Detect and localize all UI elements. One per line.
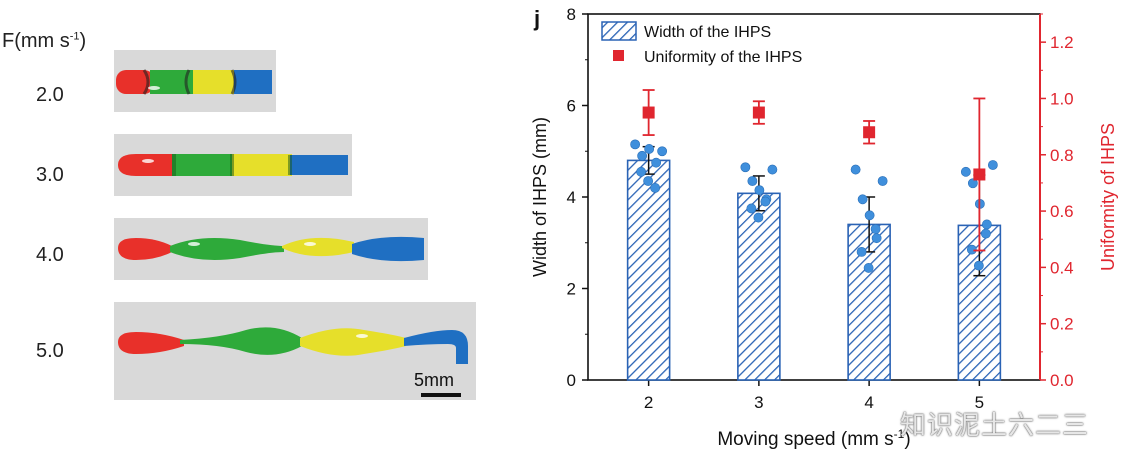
speed-label-2: 2.0 bbox=[36, 84, 64, 106]
scatter-point bbox=[850, 164, 861, 175]
scatter-point bbox=[973, 260, 984, 271]
scatter-point bbox=[747, 176, 758, 186]
fiber-photo-3 bbox=[114, 134, 352, 196]
scatter-point bbox=[856, 246, 867, 257]
scatter-point bbox=[863, 263, 874, 273]
y-right-tick-label: 1.2 bbox=[1050, 33, 1074, 52]
bar-chart: 0 2 4 6 8 0.0 0.2 0.4 0.6 0.8 1.0 1.2 2 3 4 5 Width of t… bbox=[530, 5, 1118, 450]
y-axis-title: Width of IHPS (mm) bbox=[530, 117, 550, 277]
uniformity-marker bbox=[863, 126, 876, 139]
speed-header-suffix: ) bbox=[79, 30, 87, 52]
fiber-photo-4 bbox=[114, 218, 428, 280]
photo-panel: F(mm s-1) 2.0 3.0 4.0 5.0 bbox=[0, 0, 520, 460]
scatter-point bbox=[877, 176, 888, 186]
legend-bar-label: Width of the IHPS bbox=[644, 24, 771, 41]
scatter-point bbox=[643, 176, 654, 186]
fiber-photo-2 bbox=[114, 50, 276, 112]
speed-header-prefix: F(mm s bbox=[2, 30, 70, 52]
scatter-point bbox=[857, 194, 868, 205]
legend-bar-swatch bbox=[601, 21, 637, 41]
scatter-point bbox=[987, 160, 998, 170]
legend-uniformity-label: Uniformity of the IHPS bbox=[644, 49, 802, 66]
scatter-point bbox=[754, 185, 765, 196]
scatter-point bbox=[636, 166, 647, 177]
x-tick-label: 4 bbox=[864, 393, 873, 412]
speed-label-4: 4.0 bbox=[36, 244, 64, 266]
y-right-tick-label: 0.2 bbox=[1050, 315, 1074, 334]
scatter-point bbox=[870, 224, 881, 234]
scatter-point bbox=[871, 233, 882, 244]
scatter-point bbox=[981, 219, 992, 230]
y-right-tick-label: 0.8 bbox=[1050, 146, 1074, 165]
scatter-point bbox=[767, 164, 778, 175]
uniformity-marker bbox=[642, 106, 655, 119]
scatter-point bbox=[644, 144, 655, 154]
scatter-point bbox=[864, 210, 875, 221]
scatter-point bbox=[746, 203, 757, 214]
scatter-point bbox=[980, 228, 991, 239]
legend-uniformity-swatch bbox=[613, 50, 624, 61]
speed-label-5: 5.0 bbox=[36, 340, 64, 362]
x-tick-label: 2 bbox=[644, 393, 653, 412]
scale-bar bbox=[421, 393, 461, 397]
scatter-point bbox=[753, 212, 764, 223]
fiber-photo-5 bbox=[114, 302, 476, 400]
speed-axis-header: F(mm s-1) bbox=[2, 30, 86, 53]
y-right-tick-label: 0.4 bbox=[1050, 258, 1074, 277]
scatter-point bbox=[651, 157, 662, 168]
y-tick-label: 0 bbox=[567, 371, 576, 390]
x-axis-title: Moving speed (mm s-1) bbox=[717, 427, 910, 450]
x-tick-label: 5 bbox=[975, 393, 984, 412]
bar bbox=[626, 159, 671, 381]
bar bbox=[737, 192, 781, 381]
scatter-point bbox=[657, 146, 668, 157]
watermark: 知识泥土六二三 bbox=[900, 410, 1090, 440]
scatter-point bbox=[960, 166, 971, 177]
uniformity-marker bbox=[973, 168, 986, 181]
scatter-point bbox=[637, 150, 648, 161]
scatter-point bbox=[650, 182, 661, 193]
panel-label: j bbox=[533, 6, 540, 31]
uniformity-marker bbox=[752, 106, 765, 119]
speed-label-3: 3.0 bbox=[36, 164, 64, 186]
scatter-point bbox=[630, 139, 641, 150]
y-tick-label: 6 bbox=[567, 97, 576, 116]
y-tick-label: 2 bbox=[567, 280, 576, 299]
scale-bar-label: 5mm bbox=[414, 370, 454, 390]
x-tick-label: 3 bbox=[754, 393, 763, 412]
speed-header-sup: -1 bbox=[69, 30, 80, 43]
y-right-tick-label: 0.6 bbox=[1050, 202, 1074, 221]
y-tick-label: 4 bbox=[567, 188, 576, 207]
y-right-tick-label: 0.0 bbox=[1050, 371, 1074, 390]
scatter-point bbox=[760, 196, 771, 207]
y-right-tick-label: 1.0 bbox=[1050, 89, 1074, 108]
scatter-point bbox=[967, 178, 978, 189]
scatter-point bbox=[740, 162, 751, 173]
y-right-axis-title: Uniformity of IHPS bbox=[1098, 123, 1118, 271]
y-tick-label: 8 bbox=[567, 5, 576, 24]
